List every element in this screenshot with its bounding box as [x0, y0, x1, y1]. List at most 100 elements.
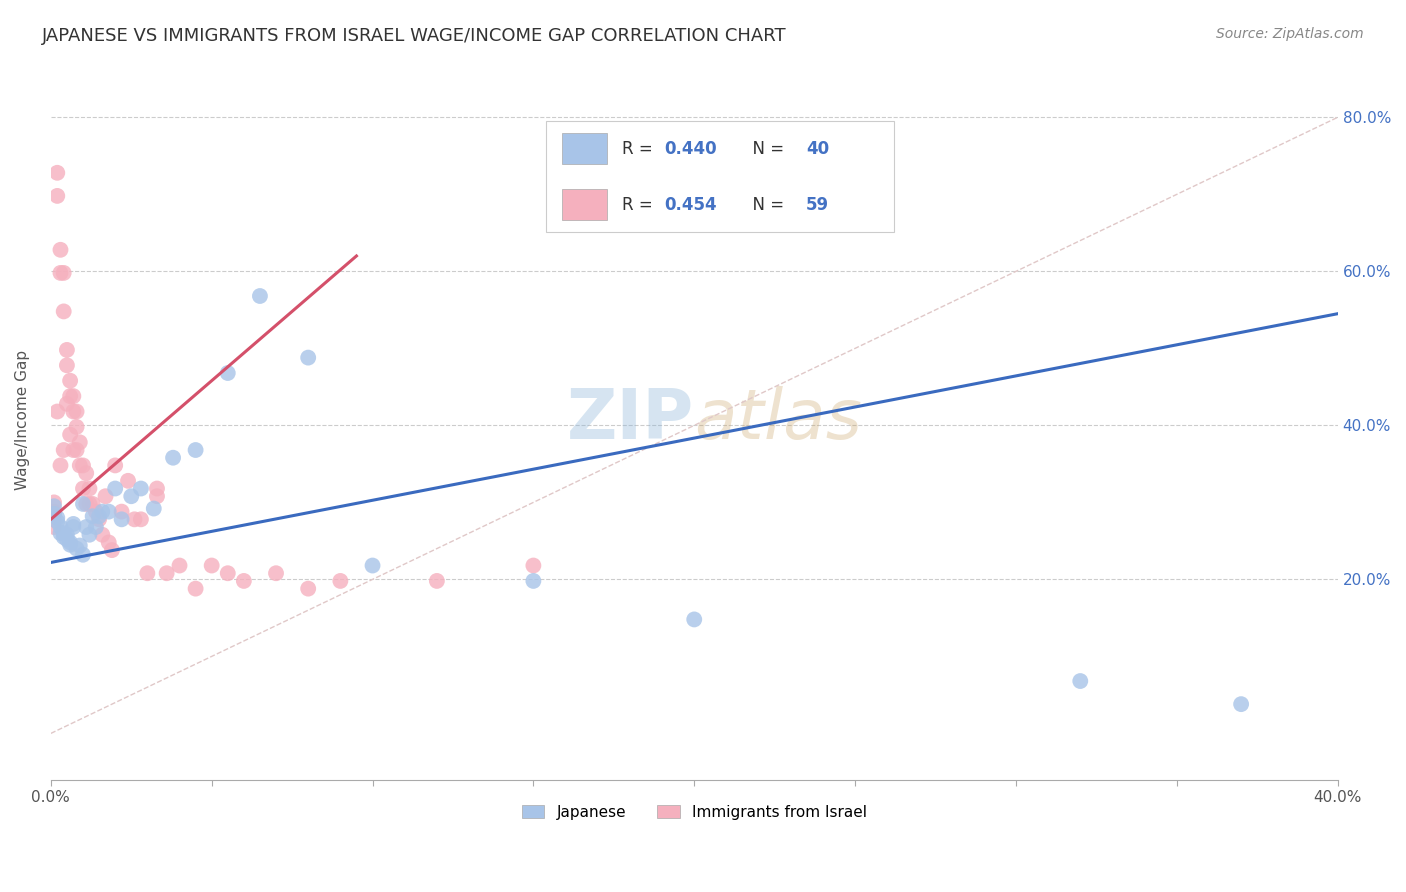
FancyBboxPatch shape [547, 120, 894, 233]
Point [169, 558, 191, 573]
Point [184, 443, 207, 458]
Point [52, 530, 75, 544]
Point [91, 505, 114, 519]
Point [69, 435, 91, 450]
Point [42, 512, 65, 526]
Point [72, 497, 94, 511]
Point [56, 533, 79, 547]
Point [522, 558, 544, 573]
Point [65, 443, 87, 458]
Point [104, 458, 127, 473]
Point [1230, 697, 1253, 711]
Point [79, 497, 101, 511]
Point [65, 404, 87, 418]
Point [49, 520, 72, 534]
Point [42, 505, 65, 519]
Point [82, 497, 104, 511]
Text: 0.454: 0.454 [665, 195, 717, 213]
Point [72, 458, 94, 473]
Point [101, 543, 124, 558]
Point [49, 243, 72, 257]
Point [69, 539, 91, 553]
Point [297, 351, 319, 365]
Legend: Japanese, Immigrants from Israel: Japanese, Immigrants from Israel [516, 798, 873, 826]
Point [97, 505, 120, 519]
Point [87, 509, 110, 524]
Point [59, 374, 82, 388]
Text: 59: 59 [806, 195, 830, 213]
Point [97, 535, 120, 549]
Point [522, 574, 544, 588]
Point [42, 495, 65, 509]
Point [59, 535, 82, 549]
Point [59, 538, 82, 552]
Text: 40: 40 [806, 140, 830, 158]
Point [62, 520, 84, 534]
Point [52, 526, 75, 541]
Point [56, 343, 79, 357]
Text: R =: R = [623, 195, 658, 213]
Point [72, 482, 94, 496]
Text: JAPANESE VS IMMIGRANTS FROM ISRAEL WAGE/INCOME GAP CORRELATION CHART: JAPANESE VS IMMIGRANTS FROM ISRAEL WAGE/… [42, 27, 787, 45]
Point [79, 482, 101, 496]
Point [79, 527, 101, 541]
Point [62, 516, 84, 531]
Point [146, 489, 169, 503]
Point [62, 443, 84, 458]
Point [124, 512, 146, 526]
Point [42, 507, 65, 521]
Point [136, 566, 159, 581]
Point [142, 501, 165, 516]
Point [52, 304, 75, 318]
Point [59, 427, 82, 442]
Point [84, 505, 107, 519]
Point [110, 505, 132, 519]
Point [62, 389, 84, 403]
Point [49, 458, 72, 473]
Text: N =: N = [742, 140, 789, 158]
Point [46, 515, 69, 529]
Point [201, 558, 224, 573]
Point [146, 482, 169, 496]
Point [56, 527, 79, 541]
Text: Source: ZipAtlas.com: Source: ZipAtlas.com [1216, 27, 1364, 41]
Point [69, 458, 91, 473]
Point [72, 548, 94, 562]
Point [129, 482, 152, 496]
Text: N =: N = [742, 195, 789, 213]
Point [129, 512, 152, 526]
Point [42, 500, 65, 514]
Point [91, 527, 114, 541]
Point [65, 541, 87, 556]
Point [46, 510, 69, 524]
Point [59, 389, 82, 403]
Point [87, 512, 110, 526]
Point [46, 189, 69, 203]
Point [75, 466, 97, 480]
Point [52, 443, 75, 458]
Text: R =: R = [623, 140, 658, 158]
Point [329, 574, 352, 588]
Text: atlas: atlas [695, 386, 862, 453]
Point [46, 166, 69, 180]
Point [217, 366, 239, 380]
Text: ZIP: ZIP [567, 386, 695, 453]
Point [217, 566, 239, 581]
Point [75, 520, 97, 534]
Point [156, 566, 179, 581]
Point [104, 482, 127, 496]
Point [683, 612, 706, 626]
Text: 0.440: 0.440 [665, 140, 717, 158]
Point [62, 404, 84, 418]
Point [120, 489, 142, 503]
Point [184, 582, 207, 596]
Y-axis label: Wage/Income Gap: Wage/Income Gap [15, 350, 30, 490]
Point [94, 489, 117, 503]
Point [65, 420, 87, 434]
Point [162, 450, 184, 465]
Point [56, 359, 79, 373]
Point [110, 512, 132, 526]
Point [49, 266, 72, 280]
Point [56, 397, 79, 411]
Point [75, 497, 97, 511]
